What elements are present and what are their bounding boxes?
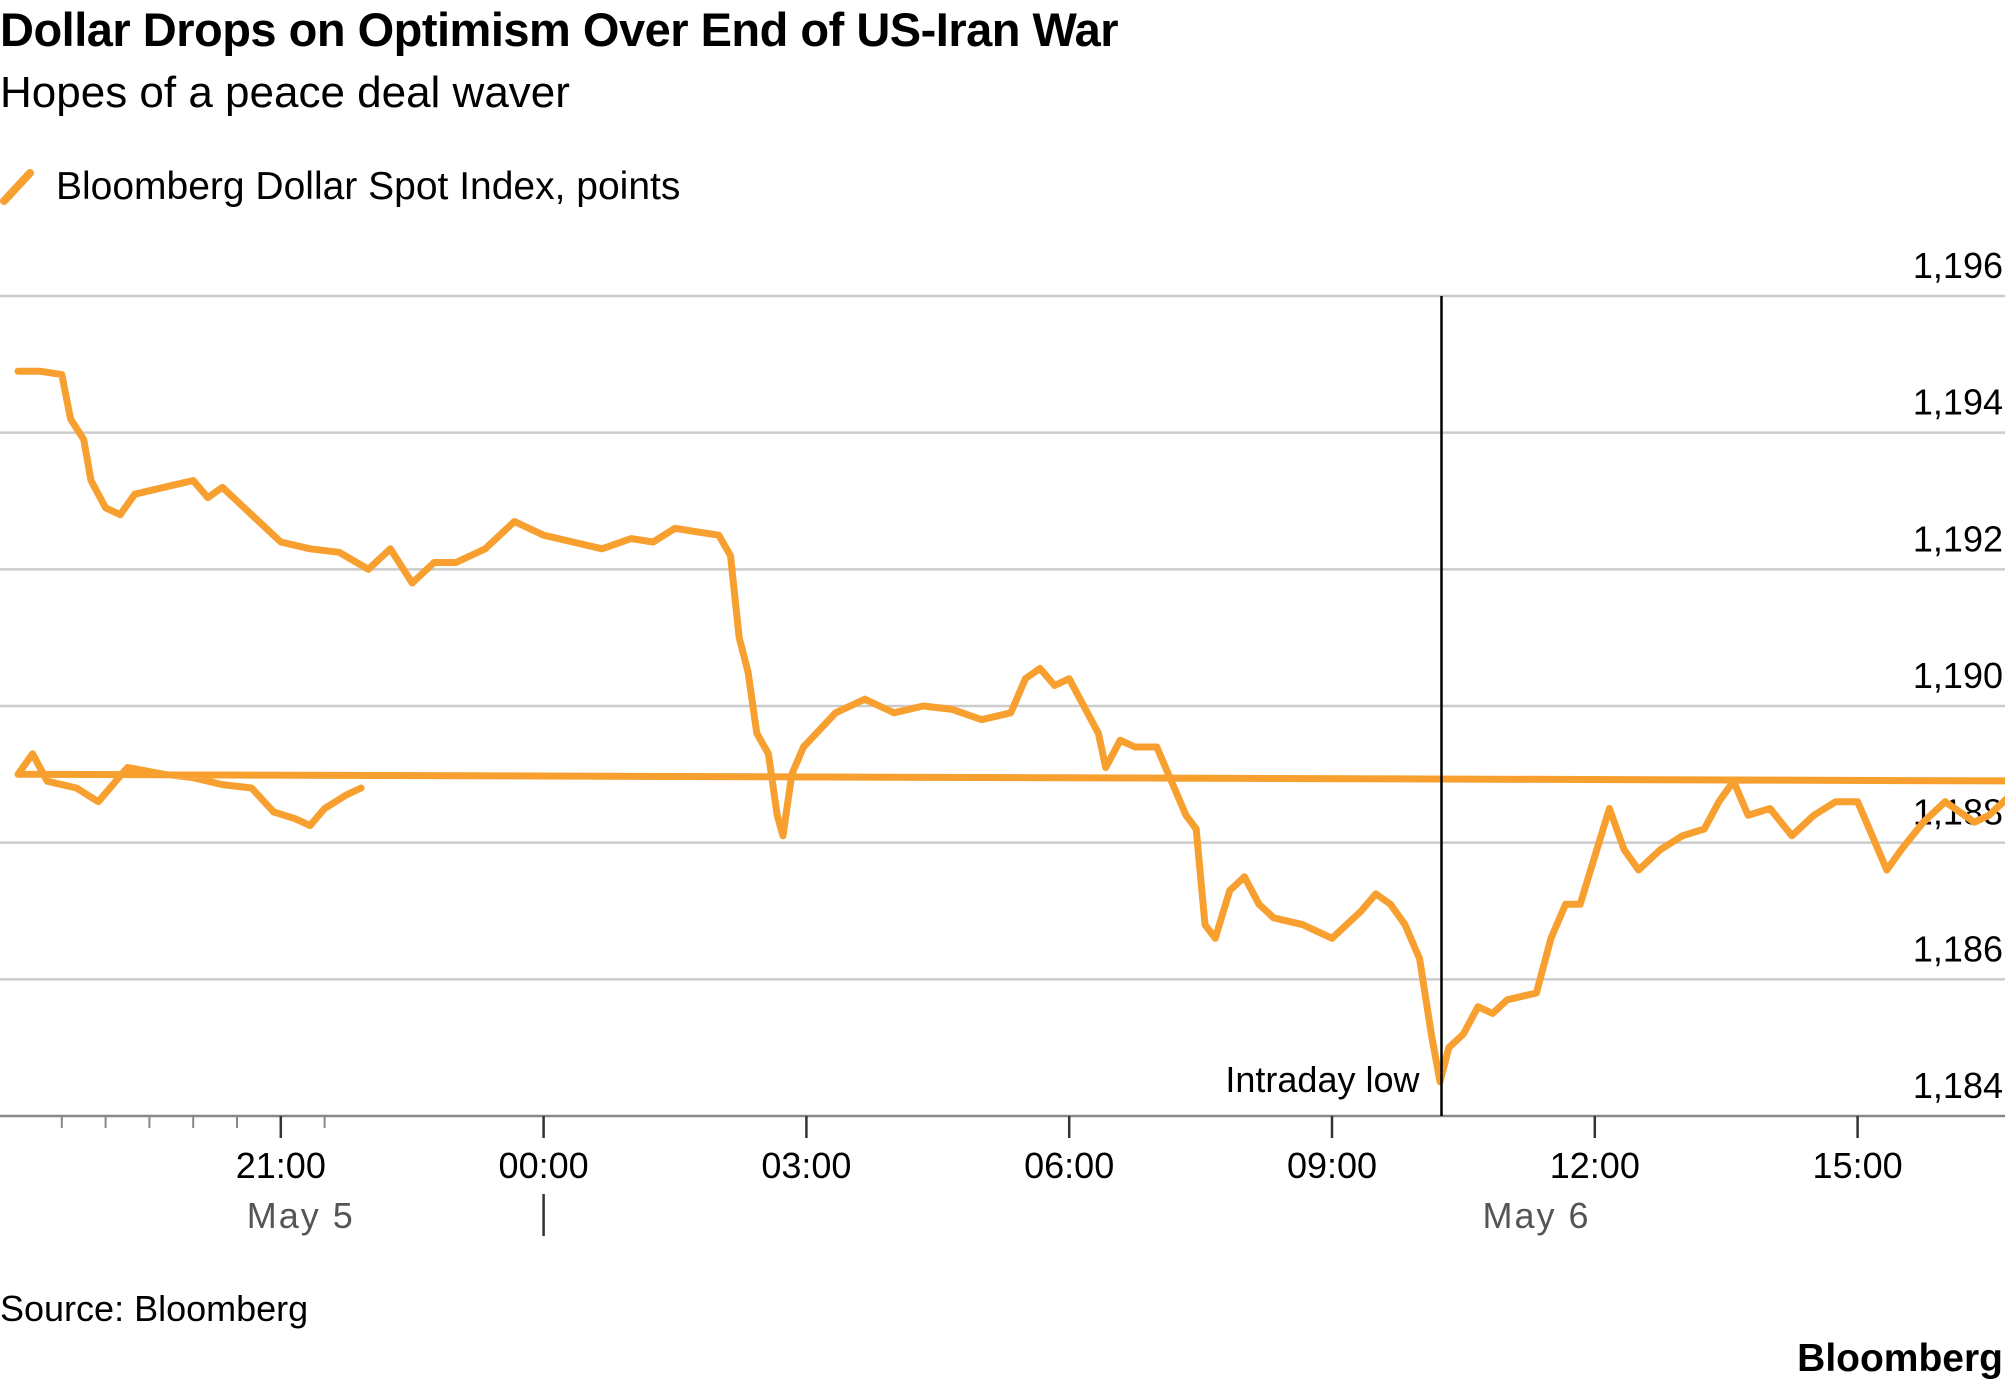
x-axis-labels: 21:00 00:00 03:00 06:00 09:00 12:00 15:00 May 5… [236, 1145, 1903, 1236]
chart-title: Dollar Drops on Optimism Over End of US-… [0, 3, 1119, 56]
y-tick-label: 1,186 [1913, 928, 2003, 969]
x-tick-label: 03:00 [761, 1145, 851, 1186]
y-tick-label: 1,190 [1913, 655, 2003, 696]
date-label-may6: May 6 [1482, 1195, 1590, 1236]
x-tick-label: 00:00 [499, 1145, 589, 1186]
series-layer [14, 367, 2005, 1086]
legend-series-label: Bloomberg Dollar Spot Index, points [56, 165, 681, 208]
chart-subtitle: Hopes of a peace deal waver [0, 68, 570, 117]
x-tick-label: 09:00 [1287, 1145, 1377, 1186]
x-axis [0, 1114, 2005, 1138]
bloomberg-logo: Bloomberg [1797, 1337, 2003, 1380]
y-tick-label: 1,196 [1913, 245, 2003, 286]
gridlines [0, 294, 2005, 981]
legend-line-swatch [0, 169, 34, 205]
x-tick-label: 12:00 [1550, 1145, 1640, 1186]
annotation-label: Intraday low [1225, 1059, 1420, 1100]
y-tick-label: 1,194 [1913, 382, 2003, 423]
date-label-may5: May 5 [247, 1195, 355, 1236]
series-line-bloomberg-dollar-spot-index [14, 367, 2005, 1086]
y-tick-label: 1,192 [1913, 518, 2003, 559]
x-tick-label: 06:00 [1024, 1145, 1114, 1186]
annotation-layer: Intraday low [1225, 296, 1443, 1116]
legend-swatch-stroke [0, 169, 34, 205]
y-tick-label: 1,184 [1913, 1065, 2003, 1106]
x-tick-label: 21:00 [236, 1145, 326, 1186]
x-tick-label: 15:00 [1813, 1145, 1903, 1186]
source-note: Source: Bloomberg [0, 1288, 309, 1329]
chart-legend: Bloomberg Dollar Spot Index, points [0, 162, 680, 212]
